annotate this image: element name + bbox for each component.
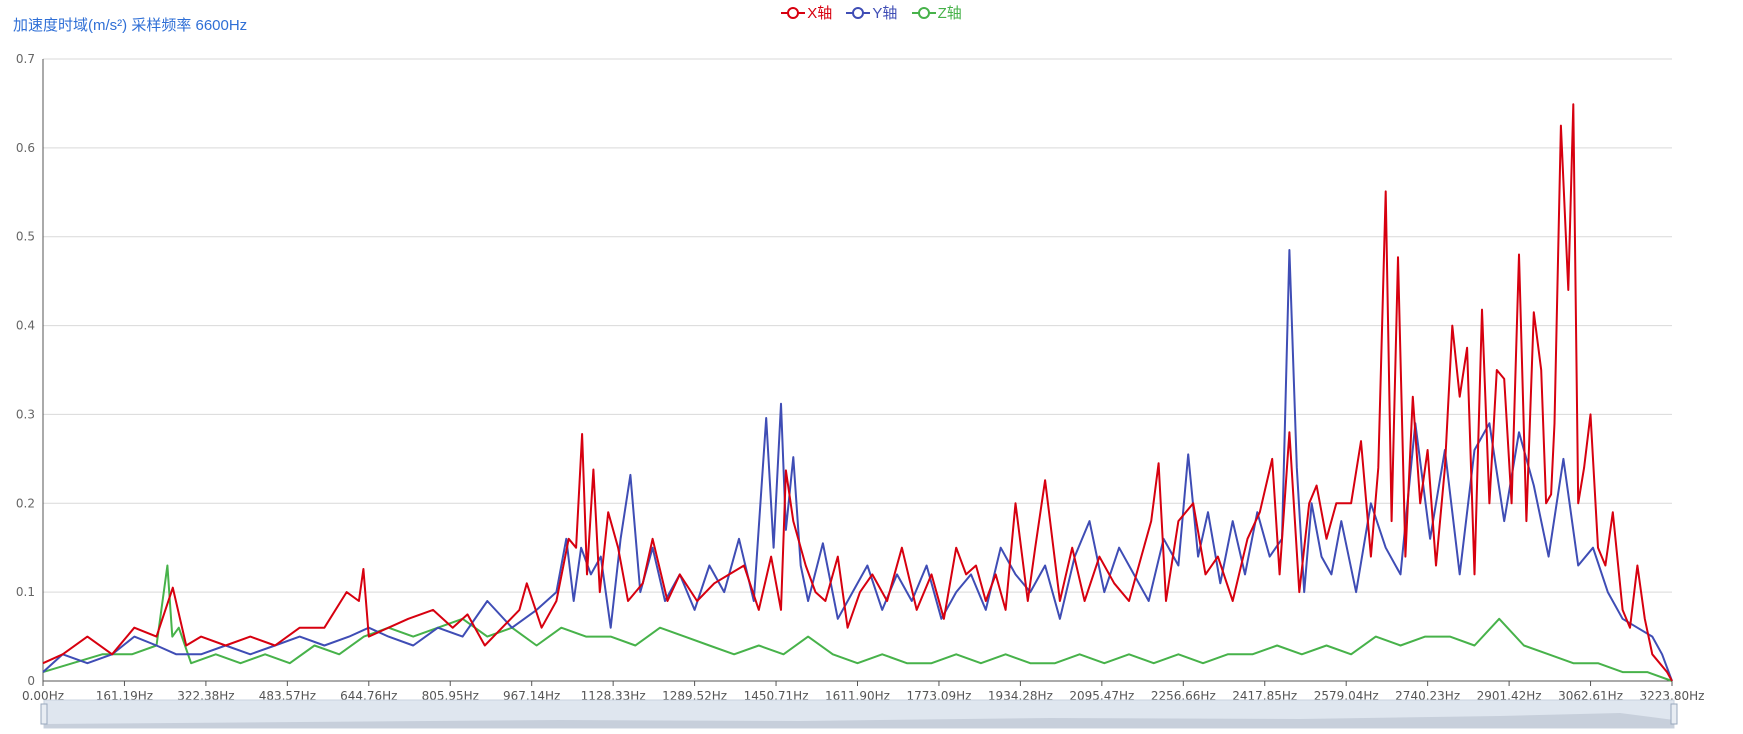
legend-marker-x-icon: [781, 6, 806, 19]
chart-title: 加速度时域(m/s²) 采样频率 6600Hz: [13, 17, 248, 34]
zoom-handle-left[interactable]: [40, 703, 48, 725]
series-line-x: [42, 103, 1673, 682]
legend-label-y: Y轴: [872, 5, 898, 22]
zoom-handle-right[interactable]: [1670, 703, 1678, 725]
series-line-y: [42, 249, 1673, 682]
y-tick-label: 0.3: [16, 407, 35, 421]
x-axis: 0.00Hz 161.19Hz 322.38Hz 483.57Hz 644.76Hz 80…: [22, 59, 1704, 703]
series-line-z: [42, 564, 1673, 682]
legend-item-z[interactable]: Z轴: [911, 2, 962, 23]
y-tick-label: 0.2: [16, 496, 35, 510]
y-tick-label: 0.7: [16, 52, 35, 66]
y-tick-label: 0: [27, 674, 35, 688]
legend-marker-y-icon: [846, 6, 871, 19]
legend: X轴 Y轴 Z轴: [0, 2, 1743, 23]
legend-label-z: Z轴: [937, 5, 962, 22]
y-tick-label: 0.6: [16, 141, 35, 155]
legend-marker-z-icon: [911, 6, 936, 19]
legend-item-y[interactable]: Y轴: [846, 2, 897, 23]
data-zoom-slider[interactable]: [40, 699, 1678, 729]
y-tick-label: 0.4: [16, 319, 35, 333]
legend-item-x[interactable]: X轴: [781, 2, 832, 23]
grid-lines: [43, 58, 1672, 593]
y-tick-label: 0.5: [16, 230, 35, 244]
y-axis-ticks: 0 0.1 0.2 0.3 0.4 0.5 0.6 0.7: [16, 52, 35, 688]
legend-label-x: X轴: [807, 5, 833, 22]
zoom-preview-area: [44, 713, 1674, 728]
series-lines: [42, 103, 1673, 682]
y-tick-label: 0.1: [16, 585, 35, 599]
